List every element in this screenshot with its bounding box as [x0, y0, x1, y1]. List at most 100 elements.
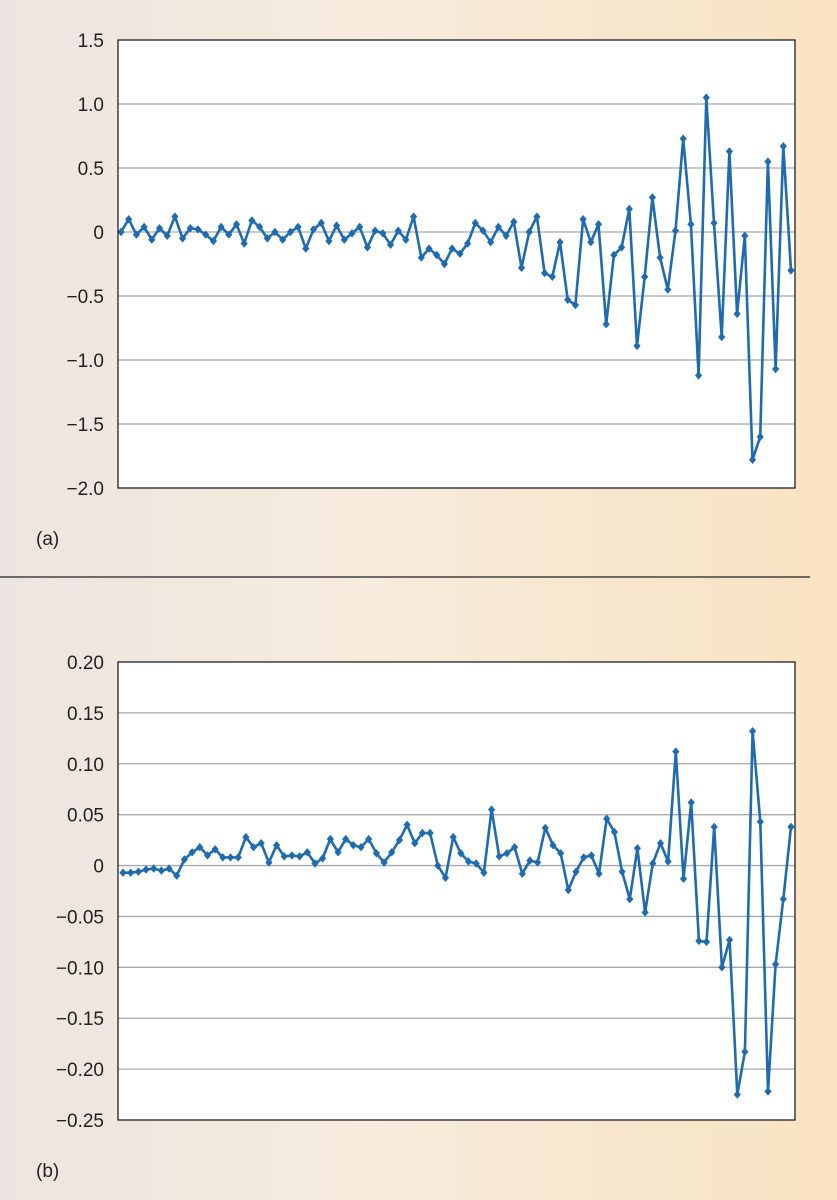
- data-point-marker: [271, 227, 279, 237]
- data-point-marker: [710, 822, 718, 832]
- data-point-marker: [150, 864, 158, 873]
- data-point-marker: [594, 220, 603, 229]
- data-point-marker: [671, 226, 680, 235]
- data-point-marker: [417, 253, 425, 262]
- data-point-marker: [595, 869, 603, 878]
- y-tick-label: −0.25: [56, 1111, 104, 1132]
- data-point-marker: [526, 856, 534, 865]
- data-point-marker: [541, 268, 549, 278]
- data-point-marker: [718, 963, 726, 972]
- data-point-marker: [518, 869, 526, 878]
- y-tick-label: −0.20: [56, 1060, 104, 1081]
- series-markers-b: [119, 727, 795, 1099]
- data-point-marker: [787, 822, 795, 832]
- data-point-marker: [288, 851, 296, 860]
- data-point-marker: [119, 868, 127, 877]
- data-point-marker: [217, 222, 225, 232]
- data-point-marker: [618, 243, 626, 252]
- data-point-marker: [756, 817, 764, 826]
- series-markers-a: [117, 93, 795, 464]
- data-point-marker: [426, 828, 434, 838]
- data-point-marker: [280, 852, 288, 861]
- data-point-marker: [148, 235, 156, 244]
- data-point-marker: [257, 839, 265, 848]
- data-point-marker: [564, 295, 572, 304]
- data-point-marker: [494, 222, 502, 232]
- data-point-marker: [733, 309, 741, 319]
- data-point-marker: [733, 1090, 741, 1099]
- data-point-marker: [296, 852, 304, 861]
- data-point-marker: [464, 239, 472, 248]
- y-tick-label: 0.05: [67, 806, 104, 827]
- data-point-marker: [656, 253, 664, 262]
- data-point-marker: [772, 364, 780, 374]
- data-point-marker: [610, 827, 618, 837]
- data-point-marker: [356, 222, 364, 232]
- data-point-marker: [225, 230, 233, 239]
- data-point-marker: [533, 212, 541, 221]
- data-point-marker: [219, 853, 227, 862]
- data-point-marker: [480, 868, 488, 877]
- data-point-marker: [564, 885, 572, 895]
- data-point-marker: [132, 230, 140, 239]
- y-tick-label: −1.5: [66, 415, 104, 436]
- data-point-marker: [571, 300, 579, 310]
- plot-frame-a: [117, 39, 796, 489]
- series-line-b: [123, 729, 793, 1096]
- data-point-marker: [117, 227, 125, 237]
- data-point-marker: [656, 839, 665, 848]
- data-point-marker: [309, 225, 318, 234]
- data-point-marker: [134, 867, 142, 876]
- data-point-marker: [142, 865, 150, 874]
- data-point-marker: [579, 215, 587, 224]
- data-point-marker: [410, 212, 418, 221]
- data-point-marker: [725, 147, 733, 156]
- y-tick-label: −0.10: [56, 958, 104, 979]
- data-point-marker: [317, 218, 325, 228]
- plot-area-a: [118, 40, 795, 488]
- data-point-marker: [749, 727, 757, 736]
- data-point-marker: [471, 218, 479, 228]
- data-point-marker: [140, 222, 148, 232]
- data-point-marker: [379, 229, 387, 238]
- data-point-marker: [787, 266, 795, 275]
- data-point-marker: [286, 227, 294, 237]
- data-point-marker: [779, 894, 787, 904]
- y-tick-label: −1.0: [66, 351, 104, 372]
- data-point-marker: [479, 226, 487, 235]
- data-point-marker: [357, 843, 365, 852]
- data-point-marker: [294, 222, 302, 232]
- data-point-marker: [572, 867, 580, 876]
- data-point-marker: [302, 244, 310, 253]
- data-point-marker: [502, 231, 510, 240]
- data-point-marker: [403, 820, 411, 829]
- data-point-marker: [641, 908, 649, 917]
- data-point-marker: [626, 894, 634, 904]
- y-tick-label: 1.5: [78, 31, 104, 52]
- data-point-marker: [464, 857, 473, 866]
- data-point-marker: [249, 843, 258, 852]
- data-point-marker: [664, 857, 672, 866]
- data-point-marker: [602, 320, 610, 329]
- data-point-marker: [395, 835, 403, 845]
- data-point-marker: [710, 218, 718, 228]
- data-point-marker: [388, 848, 396, 857]
- y-tick-label: 1.0: [78, 95, 104, 116]
- data-point-marker: [779, 142, 787, 151]
- data-point-marker: [487, 238, 495, 247]
- data-point-marker: [319, 854, 327, 863]
- data-point-marker: [472, 859, 480, 868]
- panel-label-a: (a): [36, 529, 59, 550]
- y-tick-label: −2.0: [66, 479, 104, 500]
- data-point-marker: [517, 263, 526, 272]
- data-point-marker: [679, 134, 687, 143]
- data-point-marker: [756, 432, 764, 441]
- data-point-marker: [263, 234, 271, 243]
- y-tick-label: −0.05: [56, 907, 104, 928]
- data-point-marker: [679, 874, 688, 883]
- data-point-marker: [495, 852, 503, 861]
- panel-label-b: (b): [36, 1161, 59, 1182]
- data-point-marker: [633, 844, 641, 853]
- data-point-marker: [171, 212, 179, 221]
